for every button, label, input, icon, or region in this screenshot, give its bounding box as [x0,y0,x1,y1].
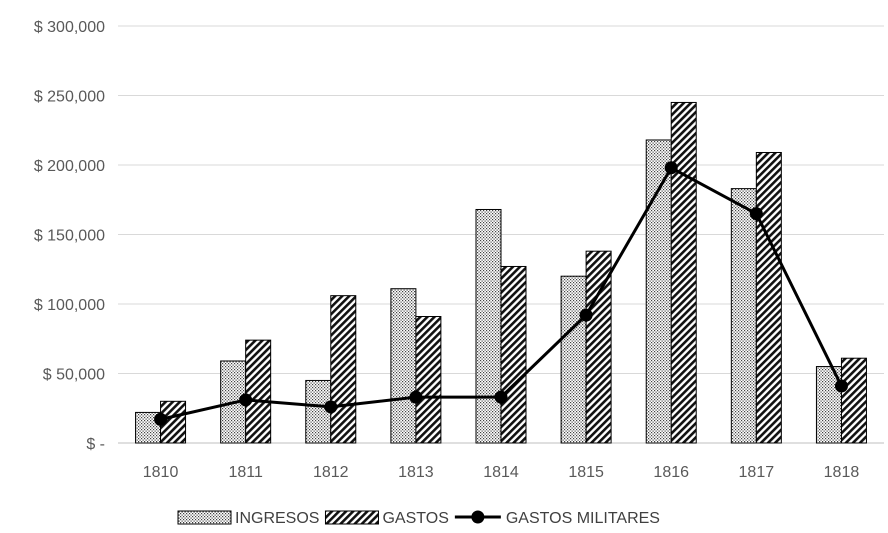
bar-gastos-1818 [840,357,867,444]
point-gastos-militares-1813 [409,390,423,404]
x-tick-label: 1811 [228,464,263,481]
bar-ingresos-1814 [475,208,502,444]
point-gastos-militares-1815 [579,308,593,322]
bar-gastos-1811 [245,339,272,444]
y-tick-label: $ 100,000 [34,297,105,314]
bar-gastos-1816 [670,101,697,444]
point-gastos-militares-1812 [324,400,338,414]
legend: INGRESOS GASTOS GASTOS MILITARES [177,510,660,527]
legend-swatch-gastos [324,510,379,525]
y-tick-label: $ - [86,436,105,453]
bar-gastos-1813 [415,316,442,444]
x-tick-label: 1817 [739,464,775,481]
bar-ingresos-1813 [390,288,417,444]
legend-label: GASTOS MILITARES [506,510,660,527]
bar-ingresos-1815 [560,275,587,444]
bar-ingresos-1817 [730,188,757,444]
y-tick-label: $ 250,000 [34,89,105,106]
x-axis: 1810 1811 1812 1813 1814 1815 1816 1817 1818 [143,464,860,481]
y-axis: $ - $ 50,000 $ 100,000 $ 150,000 $ 200,000 $ … [34,19,105,453]
bar-gastos-1815 [585,250,612,444]
y-tick-label: $ 50,000 [43,367,105,384]
bars [135,101,867,444]
bar-gastos-1817 [755,151,782,444]
bar-ingresos-1816 [645,139,672,444]
point-gastos-militares-1810 [154,412,168,426]
x-tick-label: 1810 [143,464,179,481]
legend-label: INGRESOS [235,510,319,527]
bar-gastos-1812 [330,295,357,444]
x-tick-label: 1812 [313,464,349,481]
point-gastos-militares-1818 [834,379,848,393]
x-tick-label: 1813 [398,464,434,481]
line-series [154,161,848,426]
x-tick-label: 1815 [568,464,604,481]
x-tick-label: 1814 [483,464,519,481]
x-tick-label: 1816 [653,464,689,481]
x-tick-label: 1818 [824,464,860,481]
bar-gastos-1814 [500,265,527,444]
y-tick-label: $ 150,000 [34,228,105,245]
legend-swatch-ingresos [177,510,232,525]
point-gastos-militares-1814 [494,390,508,404]
y-tick-label: $ 200,000 [34,158,105,175]
legend-marker-swatch [471,510,485,524]
point-gastos-militares-1817 [749,207,763,221]
point-gastos-militares-1816 [664,161,678,175]
y-tick-label: $ 300,000 [34,19,105,36]
point-gastos-militares-1811 [239,393,253,407]
legend-label: GASTOS [382,510,448,527]
